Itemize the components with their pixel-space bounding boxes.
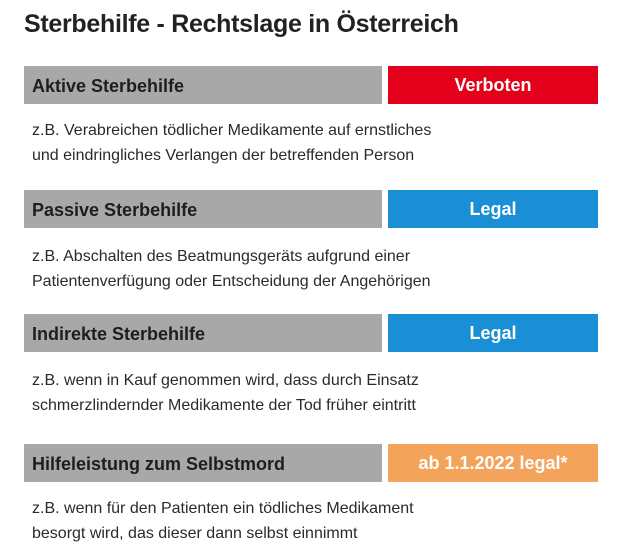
description-line: z.B. Verabreichen tödlicher Medikamente … bbox=[32, 122, 432, 139]
row-label: Passive Sterbehilfe bbox=[24, 190, 382, 228]
description-line: und eindringliches Verlangen der betreff… bbox=[32, 147, 415, 164]
row-header-hilfeleistung-zum-selbstmord: Hilfeleistung zum Selbstmord ab 1.1.2022… bbox=[24, 444, 598, 482]
status-badge-ab-2022-legal: ab 1.1.2022 legal* bbox=[388, 444, 598, 482]
description-line: besorgt wird, das dieser dann selbst ein… bbox=[32, 525, 358, 542]
page-title: Sterbehilfe - Rechtslage in Österreich bbox=[24, 10, 459, 38]
status-badge-legal: Legal bbox=[388, 190, 598, 228]
description-line: schmerzlindernder Medikamente der Tod fr… bbox=[32, 397, 416, 414]
row-description: z.B. Abschalten des Beatmungsgeräts aufg… bbox=[32, 244, 602, 294]
row-label: Indirekte Sterbehilfe bbox=[24, 314, 382, 352]
row-description: z.B. wenn für den Patienten ein tödliche… bbox=[32, 496, 602, 546]
description-line: z.B. Abschalten des Beatmungsgeräts aufg… bbox=[32, 248, 411, 265]
status-badge-verboten: Verboten bbox=[388, 66, 598, 104]
row-header-indirekte-sterbehilfe: Indirekte Sterbehilfe Legal bbox=[24, 314, 598, 352]
row-label: Aktive Sterbehilfe bbox=[24, 66, 382, 104]
description-line: z.B. wenn in Kauf genommen wird, dass du… bbox=[32, 372, 419, 389]
row-header-aktive-sterbehilfe: Aktive Sterbehilfe Verboten bbox=[24, 66, 598, 104]
row-label: Hilfeleistung zum Selbstmord bbox=[24, 444, 382, 482]
row-description: z.B. Verabreichen tödlicher Medikamente … bbox=[32, 118, 602, 168]
row-description: z.B. wenn in Kauf genommen wird, dass du… bbox=[32, 368, 602, 418]
description-line: z.B. wenn für den Patienten ein tödliche… bbox=[32, 500, 414, 517]
description-line: Patientenverfügung oder Entscheidung der… bbox=[32, 273, 431, 290]
status-badge-legal: Legal bbox=[388, 314, 598, 352]
row-header-passive-sterbehilfe: Passive Sterbehilfe Legal bbox=[24, 190, 598, 228]
